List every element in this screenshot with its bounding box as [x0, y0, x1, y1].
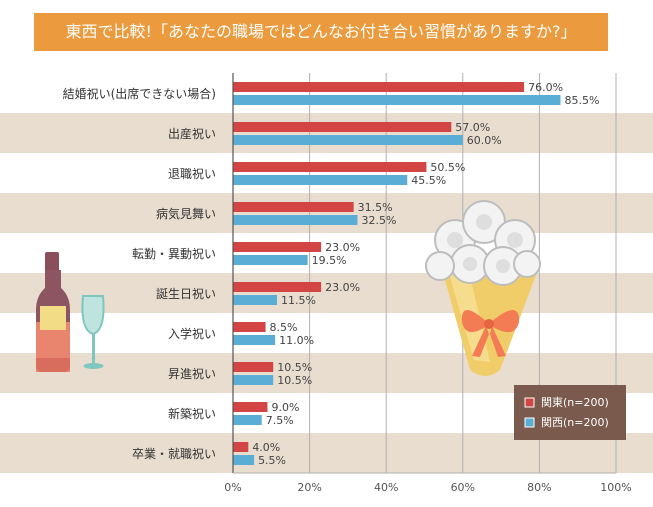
bar [233, 215, 358, 225]
value-label: 23.0% [325, 281, 360, 294]
bar [233, 282, 322, 292]
bar [233, 135, 463, 145]
category-label: 出産祝い [168, 126, 216, 141]
bars [233, 82, 561, 465]
x-tick-label: 60% [451, 481, 475, 494]
category-label: 退職祝い [168, 167, 216, 181]
value-label: 7.5% [266, 414, 294, 427]
value-label: 31.5% [358, 201, 393, 214]
bar [233, 322, 266, 332]
value-labels: 76.0% 57.0% 50.5% 31.5% 23.0% 23.0% 8.5% 10.5% 9… [252, 81, 599, 467]
category-labels: 結婚祝い(出席できない場合) 出産祝い退職祝い病気見舞い転勤・異動祝い誕生日祝い入… [63, 86, 216, 461]
value-label: 60.0% [467, 134, 502, 147]
category-label: 結婚祝い(出席できない場合) [63, 86, 216, 101]
title-banner [34, 13, 608, 51]
value-label: 45.5% [411, 174, 446, 187]
category-label: 新築祝い [168, 406, 216, 421]
bar [233, 375, 274, 385]
x-tick-label: 0% [224, 481, 241, 494]
bar [233, 402, 268, 412]
row-band [0, 193, 653, 233]
x-tick-label: 40% [374, 481, 398, 494]
category-label: 病気見舞い [156, 206, 216, 221]
bar [233, 95, 561, 105]
bar [233, 122, 452, 132]
bar [233, 82, 525, 92]
value-label: 9.0% [271, 401, 299, 414]
value-label: 50.5% [430, 161, 465, 174]
value-label: 85.5% [564, 94, 599, 107]
value-label: 19.5% [312, 254, 347, 267]
bar [233, 362, 274, 372]
bar [233, 202, 354, 212]
value-label: 8.5% [270, 321, 298, 334]
bar [233, 442, 249, 452]
value-label: 23.0% [325, 241, 360, 254]
value-label: 4.0% [252, 441, 280, 454]
value-label: 11.5% [281, 294, 316, 307]
bar [233, 455, 255, 465]
bar [233, 255, 308, 265]
value-label: 57.0% [455, 121, 490, 134]
x-tick-label: 80% [527, 481, 551, 494]
bar [233, 242, 322, 252]
value-label: 32.5% [361, 214, 396, 227]
value-label: 11.0% [279, 334, 314, 347]
row-bands [0, 113, 653, 473]
value-label: 10.5% [277, 361, 312, 374]
value-label: 76.0% [528, 81, 563, 94]
row-band [0, 273, 653, 313]
bar [233, 175, 408, 185]
row-band [0, 113, 653, 153]
x-tick-label: 20% [297, 481, 321, 494]
legend-swatch-kansai [524, 417, 535, 428]
category-label: 入学祝い [168, 326, 216, 341]
bar [233, 162, 427, 172]
legend-label-kansai: 関西(n=200) [541, 416, 609, 429]
chart-title: 東西で比較!「あなたの職場ではどんなお付き合い習慣がありますか?」 [65, 22, 577, 41]
wine-bottle-icon [36, 252, 70, 372]
category-label: 昇進祝い [168, 367, 216, 381]
bouquet-icon [425, 200, 541, 376]
category-label: 転勤・異動祝い [132, 247, 216, 261]
value-label: 10.5% [277, 374, 312, 387]
legend-swatch-kanto [524, 397, 535, 408]
wine-glass-icon [81, 295, 105, 369]
category-label: 誕生日祝い [156, 287, 216, 301]
bar [233, 295, 278, 305]
legend-label-kanto: 関東(n=200) [541, 396, 609, 409]
x-axis: 0% 20% 40% 60% 80% 100% [224, 73, 632, 494]
legend: 関東(n=200) 関西(n=200) [514, 385, 626, 440]
bar [233, 335, 276, 345]
bar [233, 415, 262, 425]
category-label: 卒業・就職祝い [132, 447, 216, 461]
value-label: 5.5% [258, 454, 286, 467]
x-tick-label: 100% [600, 481, 631, 494]
